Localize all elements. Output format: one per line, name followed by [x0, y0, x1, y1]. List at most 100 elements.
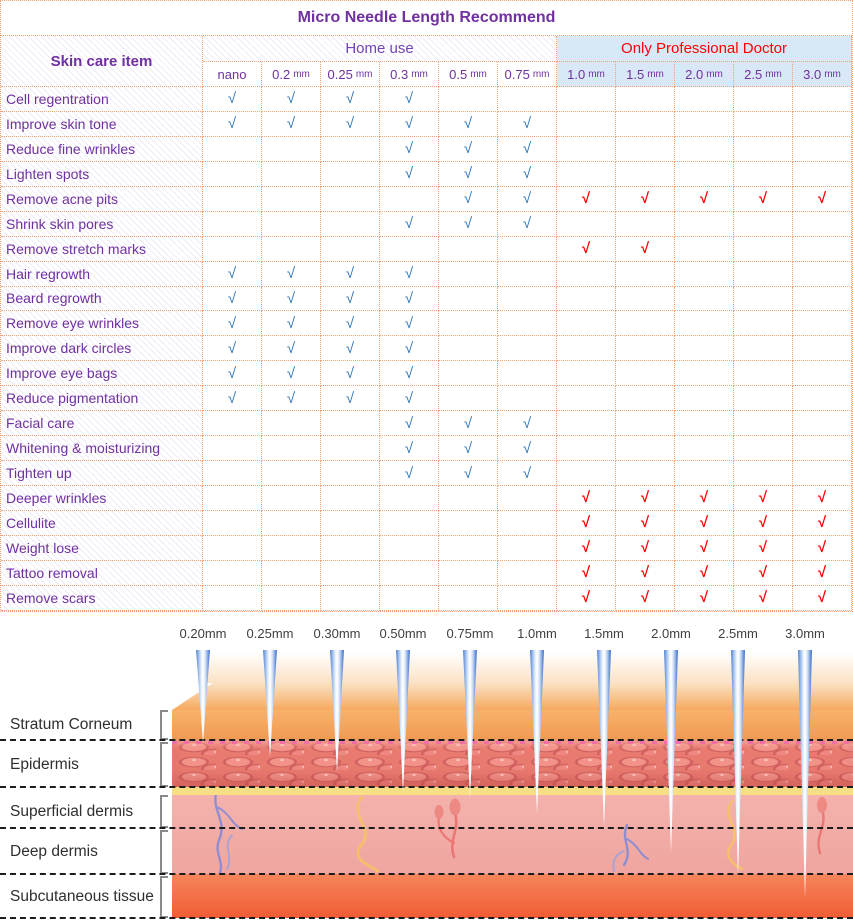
- check-cell: √: [734, 585, 793, 611]
- check-cell: [557, 87, 616, 112]
- check-cell: [793, 436, 852, 462]
- check-cell: [675, 436, 734, 462]
- check-cell: √: [793, 510, 852, 536]
- check-cell: [734, 111, 793, 137]
- check-cell: [321, 510, 380, 536]
- check-cell: [203, 136, 262, 162]
- check-cell: [203, 461, 262, 486]
- check-cell: [616, 436, 675, 462]
- check-cell: [734, 436, 793, 462]
- check-cell: [321, 161, 380, 187]
- row-label: Deeper wrinkles: [1, 486, 203, 511]
- check-cell: √: [380, 311, 439, 337]
- check-cell: √: [793, 486, 852, 511]
- check-cell: [616, 286, 675, 312]
- check-cell: √: [439, 211, 498, 237]
- column-header-unit: mm: [588, 68, 605, 80]
- check-cell: √: [793, 560, 852, 586]
- check-cell: √: [557, 186, 616, 212]
- needle-length-label: 1.0mm: [517, 626, 557, 641]
- row-label: Reduce pigmentation: [1, 386, 203, 412]
- check-cell: [793, 87, 852, 112]
- check-cell: [203, 585, 262, 611]
- check-cell: √: [262, 336, 321, 362]
- column-header: 1.5 mm: [616, 62, 675, 87]
- check-cell: √: [557, 486, 616, 511]
- check-cell: [262, 161, 321, 187]
- check-cell: [793, 261, 852, 287]
- column-header: nano: [203, 62, 262, 87]
- column-header: 2.0 mm: [675, 62, 734, 87]
- check-cell: [262, 436, 321, 462]
- check-cell: √: [498, 186, 557, 212]
- dermis-layer: [172, 795, 853, 874]
- check-cell: [439, 236, 498, 262]
- check-cell: √: [498, 161, 557, 187]
- check-cell: √: [439, 111, 498, 137]
- check-cell: [498, 560, 557, 586]
- needle-length-label: 0.75mm: [446, 626, 494, 641]
- check-cell: [616, 461, 675, 486]
- skin-layer-label: Superficial dermis: [10, 802, 134, 820]
- check-cell: [734, 461, 793, 486]
- check-cell: [557, 261, 616, 287]
- check-cell: [439, 585, 498, 611]
- check-cell: √: [616, 585, 675, 611]
- skin-layer-label: Subcutaneous tissue: [10, 888, 154, 906]
- check-cell: [262, 510, 321, 536]
- check-cell: [380, 535, 439, 561]
- layer-bracket: [160, 795, 168, 828]
- check-cell: √: [203, 261, 262, 287]
- page-title: Micro Needle Length Recommend: [1, 1, 852, 36]
- layer-bracket: [160, 742, 168, 787]
- row-label: Remove acne pits: [1, 186, 203, 212]
- check-cell: [321, 436, 380, 462]
- check-cell: √: [793, 535, 852, 561]
- column-header: 0.75 mm: [498, 62, 557, 87]
- check-cell: [498, 585, 557, 611]
- check-cell: [321, 236, 380, 262]
- check-cell: [321, 560, 380, 586]
- layer-bracket: [160, 710, 168, 740]
- check-cell: √: [380, 411, 439, 437]
- check-cell: [793, 161, 852, 187]
- check-cell: [380, 585, 439, 611]
- check-cell: [262, 486, 321, 511]
- row-label: Lighten spots: [1, 161, 203, 187]
- check-cell: [793, 461, 852, 486]
- check-cell: [793, 286, 852, 312]
- check-cell: [557, 361, 616, 387]
- check-cell: [675, 261, 734, 287]
- check-cell: [498, 236, 557, 262]
- needle-length-label: 2.5mm: [718, 626, 758, 641]
- check-cell: √: [439, 136, 498, 162]
- check-cell: [675, 286, 734, 312]
- check-cell: [557, 286, 616, 312]
- epidermis-top-line: [172, 741, 853, 744]
- check-cell: [557, 386, 616, 412]
- check-cell: √: [734, 510, 793, 536]
- skin-depth-diagram: 0.20mm 0.25mm 0.30mm 0.50mm 0.75mm 1.0mm 1.5mm…: [0, 612, 853, 921]
- check-cell: [793, 411, 852, 437]
- row-label: Hair regrowth: [1, 261, 203, 287]
- check-cell: √: [203, 361, 262, 387]
- column-header-unit: mm: [532, 68, 550, 80]
- check-cell: √: [498, 411, 557, 437]
- check-cell: [439, 386, 498, 412]
- check-cell: [675, 461, 734, 486]
- column-header: 3.0 mm: [793, 62, 852, 87]
- check-cell: [321, 411, 380, 437]
- check-cell: [380, 560, 439, 586]
- check-cell: √: [498, 436, 557, 462]
- check-cell: [675, 87, 734, 112]
- blood-vessels-illustration: [214, 795, 827, 874]
- check-cell: [557, 311, 616, 337]
- check-cell: √: [203, 286, 262, 312]
- check-cell: √: [439, 436, 498, 462]
- check-cell: √: [675, 510, 734, 536]
- check-cell: [616, 211, 675, 237]
- check-cell: [675, 311, 734, 337]
- check-cell: √: [675, 585, 734, 611]
- check-cell: [734, 286, 793, 312]
- check-cell: [734, 236, 793, 262]
